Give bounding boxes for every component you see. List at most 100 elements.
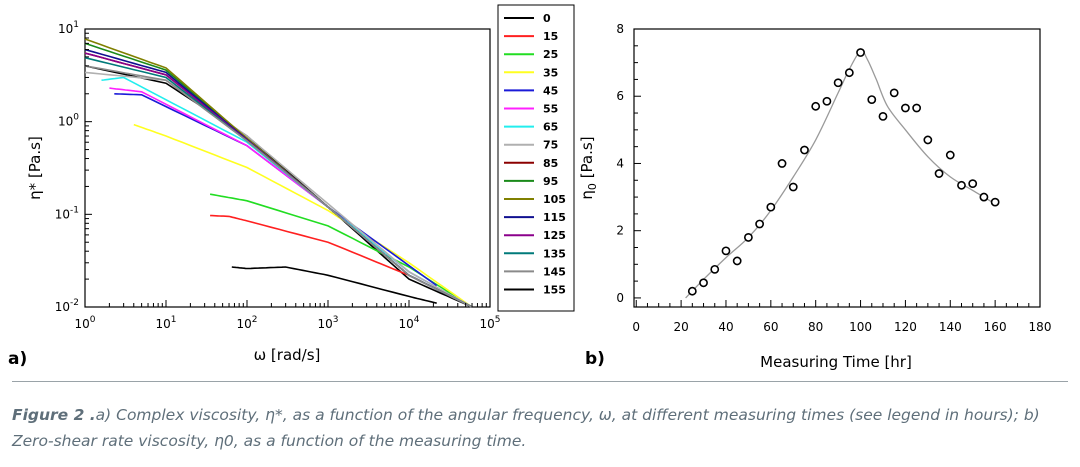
data-point: [811, 101, 821, 111]
data-point: [699, 278, 708, 288]
series-line-155: [231, 266, 437, 304]
tick-exponent: 1: [73, 20, 79, 30]
legend-label-65: 65: [543, 121, 558, 134]
chart-a-y-axis-label: η* [Pa.s]: [26, 136, 44, 200]
data-point: [755, 219, 765, 229]
legend-label-115: 115: [543, 211, 566, 224]
data-point: [687, 286, 697, 296]
legend-label-145: 145: [543, 265, 566, 278]
tick-base: 10: [398, 317, 413, 331]
chart-b-y-tick-label: 0: [616, 291, 624, 305]
chart-b-y-tick-label: 8: [616, 22, 624, 36]
chart-b-axes: 0 20 40 60 80 100 120 140 160 180 0 2 4 6 8: [616, 22, 1051, 334]
chart-a-x-tick-label: 102: [236, 315, 257, 331]
chart-b-y-label-base: η: [578, 190, 596, 200]
chart-b-x-tick-label: 40: [718, 320, 733, 334]
chart-a-series-group: [84, 38, 473, 308]
tick-base: 10: [55, 300, 70, 314]
tick-exponent: 0: [90, 315, 96, 325]
tick-exponent: 0: [73, 113, 79, 123]
chart-a-y-tick-label: 10-2: [55, 298, 79, 314]
legend-label-105: 105: [543, 193, 566, 206]
data-point: [923, 135, 933, 145]
data-point: [878, 112, 888, 121]
panel-label-b: b): [585, 349, 605, 369]
legend-label-125: 125: [543, 229, 566, 242]
chart-a-plot-area: [84, 28, 491, 308]
data-point: [788, 182, 798, 192]
tick-base: 10: [74, 317, 89, 331]
tick-exponent: 4: [414, 315, 420, 325]
data-point: [934, 169, 944, 178]
chart-b-y-tick-label: 4: [616, 156, 624, 170]
chart-b-plot-area: [633, 28, 1041, 308]
tick-exponent: 5: [495, 315, 501, 325]
chart-b-x-tick-label: 60: [763, 320, 778, 334]
chart-a-x-tick-label: 104: [398, 315, 419, 331]
chart-b-x-tick-label: 120: [894, 320, 917, 334]
chart-a-x-axis-label: ω [rad/s]: [254, 346, 321, 364]
data-point: [867, 95, 877, 104]
data-point: [833, 78, 843, 88]
series-line-75: [84, 71, 473, 308]
legend-box: [497, 4, 575, 312]
chart-b-y-label-sub: 0: [586, 183, 599, 190]
chart-b-x-tick-label: 0: [632, 320, 640, 334]
chart-a-y-tick-label: 101: [58, 20, 79, 36]
series-line-0: [84, 65, 473, 308]
series-line-145: [84, 65, 473, 308]
caption-label: Figure 2 .: [12, 406, 96, 424]
tick-exponent: -1: [70, 205, 79, 215]
data-point: [743, 233, 753, 242]
chart-b-x-tick-label: 100: [849, 320, 872, 334]
tick-base: 10: [479, 317, 494, 331]
legend-label-35: 35: [543, 66, 558, 79]
legend-label-55: 55: [543, 103, 558, 116]
tick-exponent: 3: [333, 315, 339, 325]
legend-label-45: 45: [543, 84, 558, 97]
legend-label-95: 95: [543, 175, 558, 188]
chart-a-y-tick-label: 10-1: [55, 205, 79, 221]
data-point: [732, 256, 742, 266]
tick-base: 10: [58, 22, 73, 36]
data-point: [710, 264, 720, 274]
caption-divider: [12, 381, 1068, 382]
chart-a-x-tick-label: 103: [317, 315, 338, 331]
chart-b-y-tick-label: 2: [616, 224, 624, 238]
chart-a-x-tick-label: 100: [74, 315, 95, 331]
data-point: [957, 180, 966, 190]
legend-label-15: 15: [543, 30, 558, 43]
data-point: [844, 68, 854, 78]
data-point: [721, 246, 731, 256]
data-point: [777, 159, 787, 168]
data-point: [766, 202, 776, 212]
tick-base: 10: [55, 207, 70, 221]
chart-b-x-tick-label: 20: [673, 320, 688, 334]
chart-a-x-tick-label: 101: [155, 315, 176, 331]
chart-b-y-tick-label: 6: [616, 89, 624, 103]
chart-b-x-tick-label: 180: [1029, 320, 1052, 334]
legend-label-85: 85: [543, 157, 558, 170]
series-line-35: [133, 123, 473, 308]
chart-a-y-tick-label: 100: [58, 113, 79, 129]
chart-b-y-axis-label: η0 [Pa.s]: [578, 136, 599, 199]
tick-base: 10: [155, 317, 170, 331]
legend-label-25: 25: [543, 48, 558, 61]
chart-a-x-tick-label: 105: [479, 315, 500, 331]
figure-caption: Figure 2 .a) Complex viscosity, η*, as a…: [12, 402, 1068, 454]
chart-b-x-axis-label: Measuring Time [hr]: [760, 353, 912, 371]
data-point: [901, 103, 910, 113]
legend-label-75: 75: [543, 139, 558, 152]
legend-label-155: 155: [543, 284, 566, 297]
tick-base: 10: [236, 317, 251, 331]
data-point: [990, 197, 1000, 207]
data-point: [912, 103, 922, 113]
data-point: [945, 150, 955, 160]
data-point: [968, 179, 978, 189]
data-point: [889, 88, 899, 98]
chart-b-points-group: [687, 48, 1000, 296]
data-point: [856, 48, 865, 57]
data-point: [979, 192, 989, 202]
